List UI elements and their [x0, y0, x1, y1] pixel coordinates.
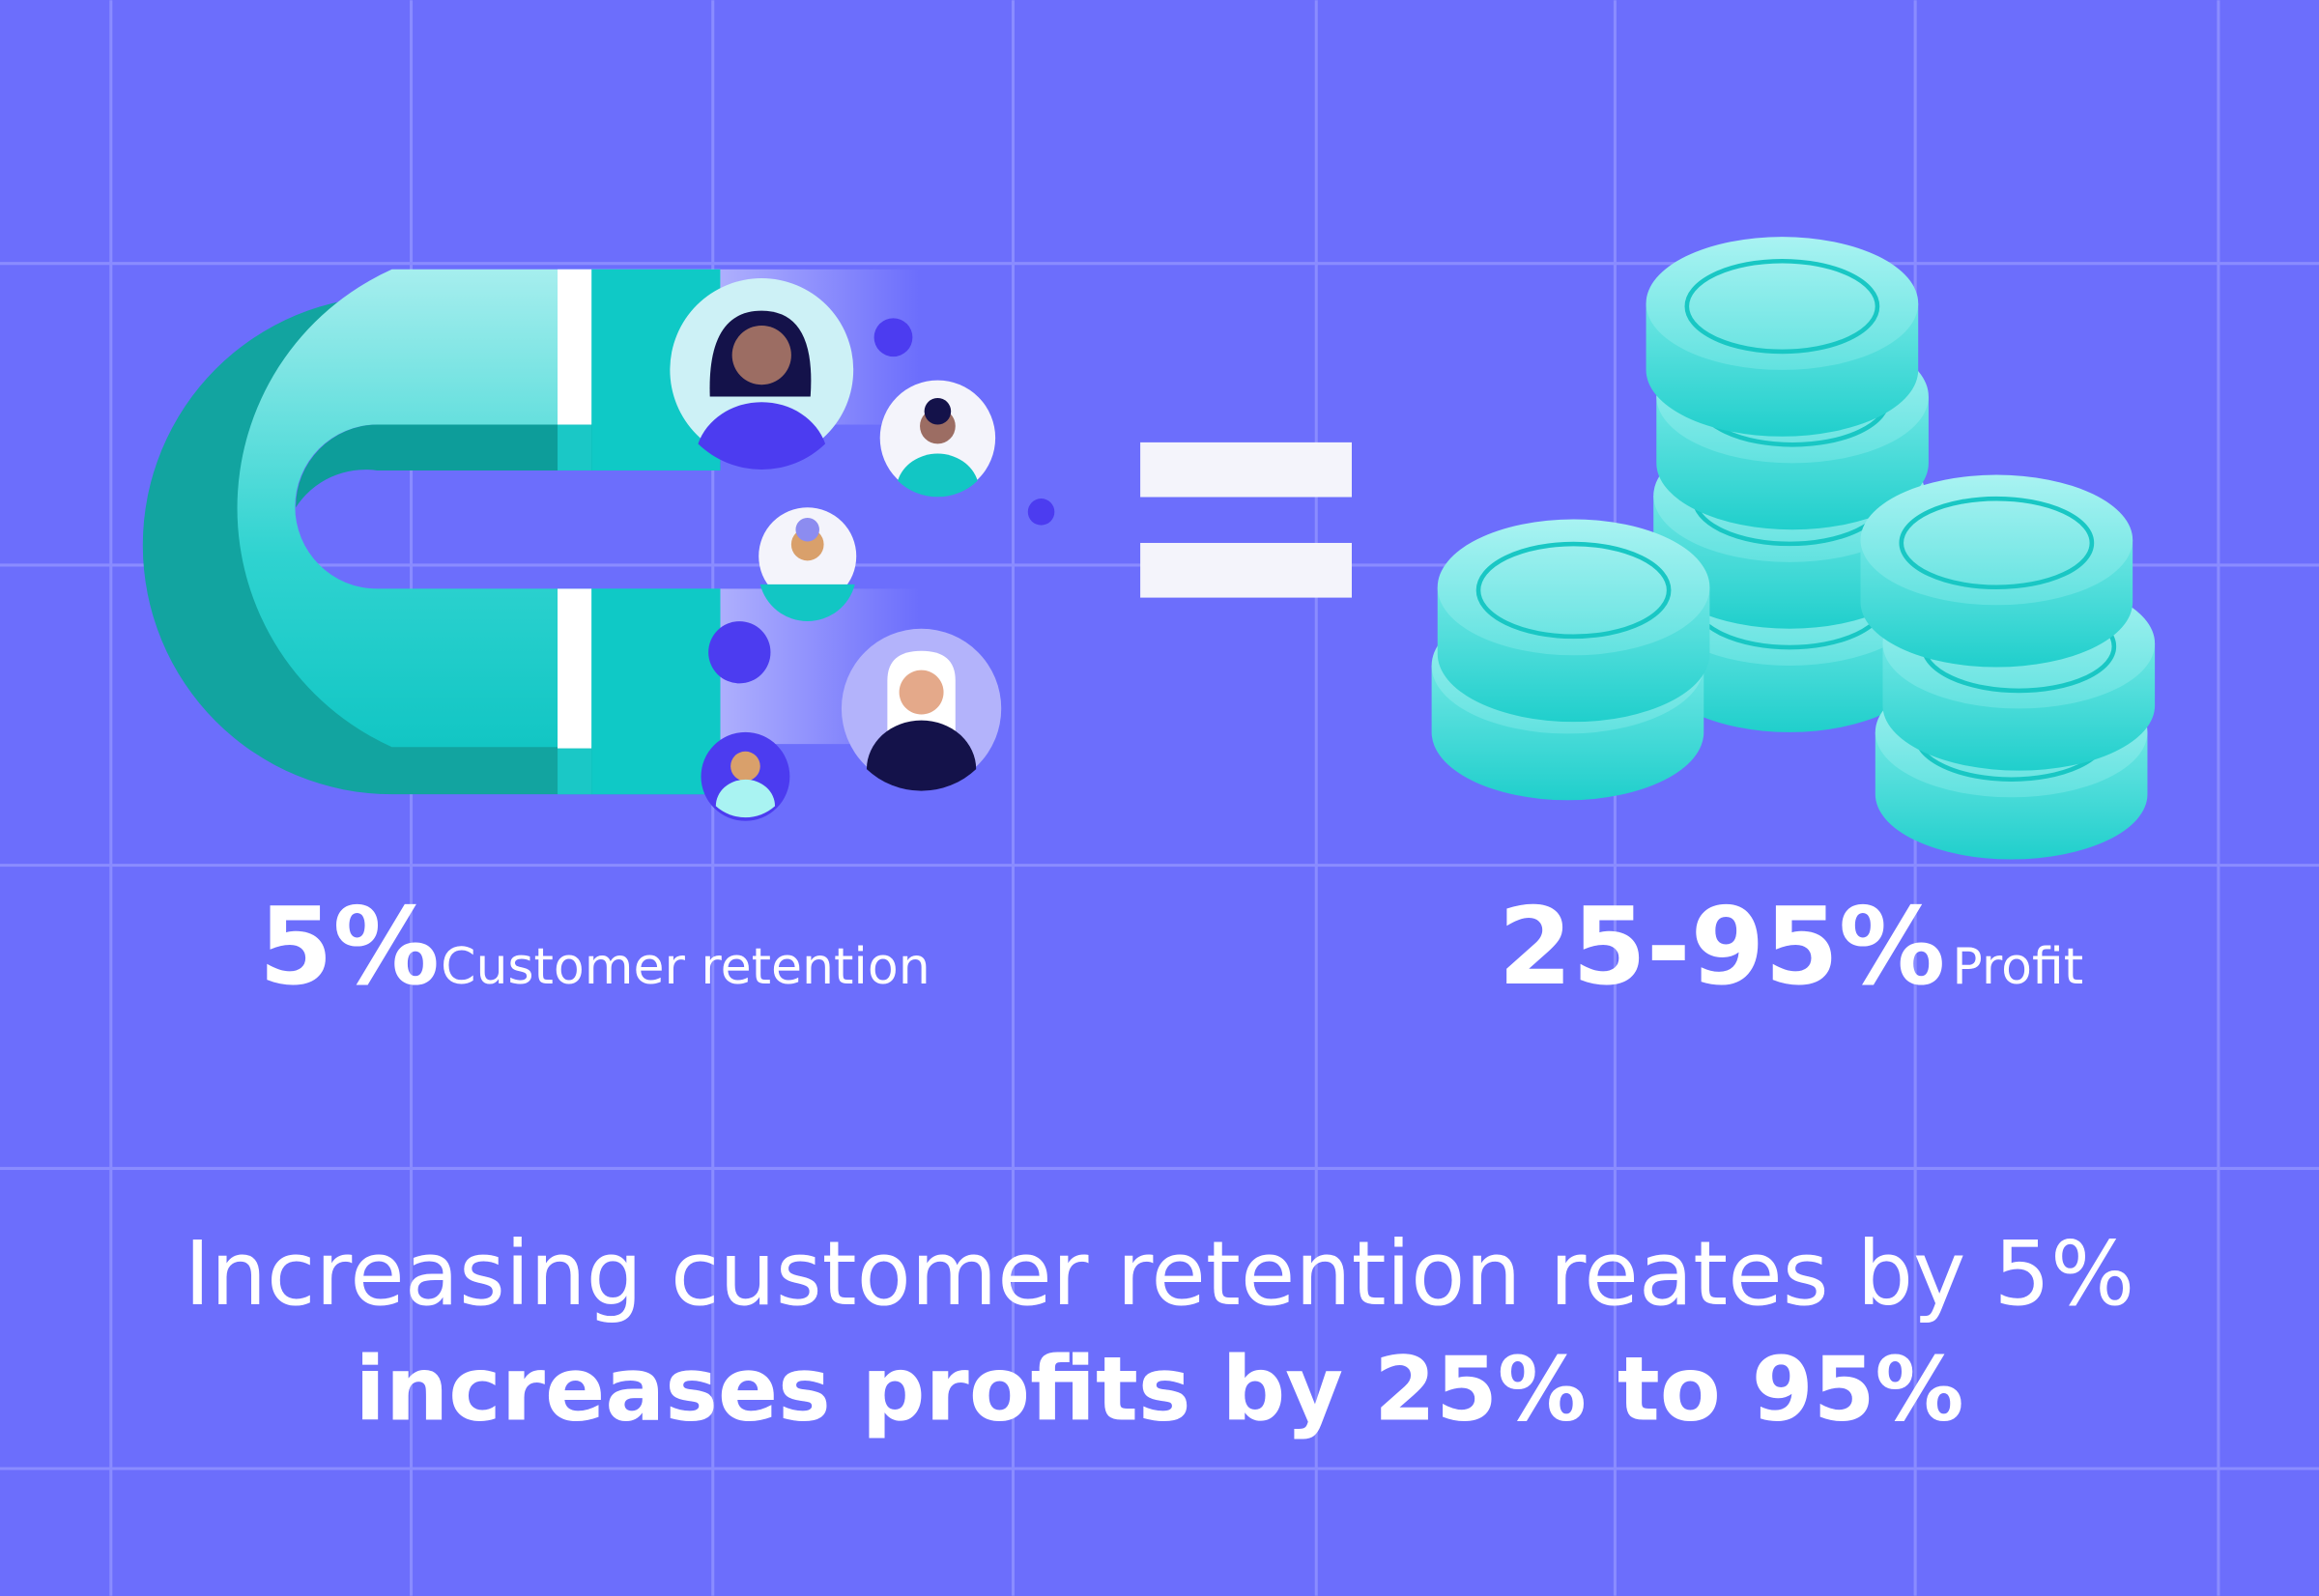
- equals-sign: [1140, 442, 1352, 598]
- coin-part: [1684, 258, 1880, 355]
- customer-avatars: [670, 277, 1055, 821]
- caption-line: Increasing customer retention reates by …: [185, 1222, 2134, 1325]
- retention-value: 5%: [259, 885, 440, 1009]
- coin-part: [1899, 496, 2095, 590]
- profit-value: 25-95%: [1499, 885, 1946, 1009]
- coin-part: [1475, 541, 1672, 640]
- profit-label: Profit: [1952, 938, 2083, 996]
- caption-line-bold: increases profits by 25% to 95%: [355, 1338, 1963, 1441]
- retention-label: Customer retention: [441, 938, 930, 996]
- coins-icon: [1431, 237, 2156, 860]
